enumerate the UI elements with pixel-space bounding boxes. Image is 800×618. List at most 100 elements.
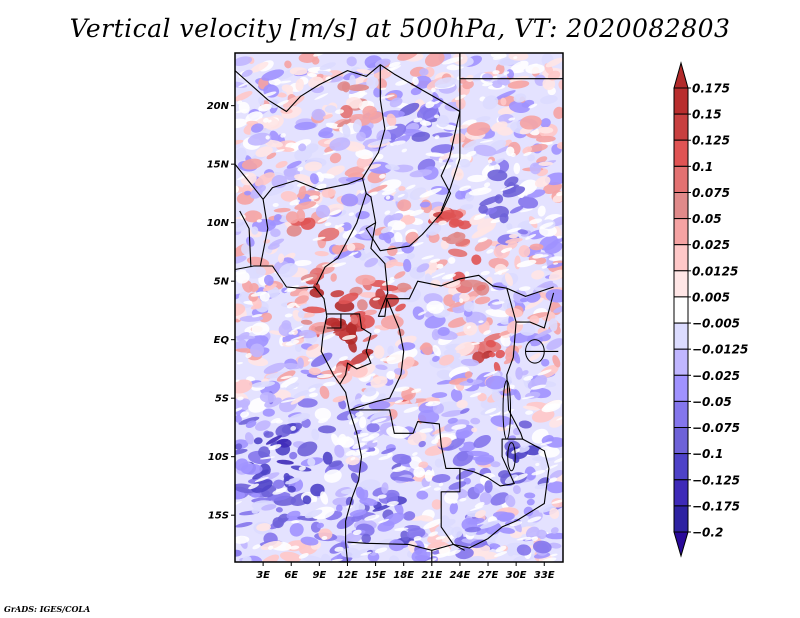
field-cell: [469, 506, 484, 512]
field-cell: [297, 398, 318, 408]
field-cell: [495, 545, 507, 553]
field-cell: [295, 78, 304, 91]
field-cell: [406, 184, 416, 190]
field-cell: [392, 466, 406, 473]
field-cell: [513, 473, 528, 481]
field-cell: [518, 420, 532, 429]
field-cell: [419, 120, 432, 126]
field-cell: [483, 332, 503, 342]
border-line: [326, 313, 342, 329]
field-cell: [312, 236, 326, 241]
field-cell: [346, 56, 357, 67]
y-tick-label: 5S: [215, 394, 229, 405]
field-cell: [335, 504, 343, 512]
field-cell: [381, 279, 395, 286]
field-cell: [504, 474, 519, 484]
field-cell: [346, 96, 363, 109]
field-cell: [475, 454, 495, 466]
field-cell: [379, 87, 387, 90]
field-cell: [549, 318, 558, 332]
field-cell: [545, 289, 563, 303]
field-cell: [348, 418, 359, 425]
field-cell: [378, 455, 391, 461]
field-cell: [277, 253, 285, 264]
field-cell: [447, 417, 458, 424]
field-cell: [321, 553, 332, 562]
border-line: [316, 193, 367, 285]
field-cell: [381, 189, 397, 196]
field-cell: [445, 232, 466, 245]
field-cell: [337, 118, 352, 128]
field-cell: [466, 325, 471, 329]
field-cell: [358, 416, 367, 429]
field-cell: [360, 551, 372, 556]
field-cell: [495, 349, 506, 359]
field-cell: [391, 463, 402, 470]
field-cell: [235, 91, 253, 102]
field-cell: [528, 103, 538, 109]
field-cell: [463, 301, 475, 312]
colorbar-segment: [673, 87, 689, 115]
grads-credit: GrADS: IGES/COLA: [4, 604, 91, 614]
field-cell: [297, 441, 318, 457]
colorbar-label: −0.05: [692, 395, 732, 409]
field-cell: [320, 173, 335, 179]
field-cell: [474, 502, 485, 508]
field-cell: [489, 476, 500, 485]
field-cell: [286, 510, 301, 520]
field-cell: [438, 158, 443, 163]
field-cell: [492, 70, 500, 75]
field-cell: [535, 462, 540, 467]
field-cell: [441, 410, 465, 417]
velocity-field: [235, 53, 563, 562]
field-cell: [235, 255, 247, 264]
field-cell: [507, 80, 530, 89]
field-cell: [286, 224, 302, 237]
field-cell: [473, 434, 491, 449]
field-cell: [532, 253, 544, 259]
field-cell: [394, 386, 410, 392]
field-cell: [541, 265, 548, 269]
field-cell: [286, 302, 296, 309]
field-cell: [315, 204, 331, 219]
field-cell: [252, 469, 269, 480]
field-cell: [385, 164, 400, 171]
field-cell: [388, 539, 405, 552]
field-cell: [412, 76, 419, 86]
field-cell: [503, 71, 510, 75]
field-cell: [468, 518, 485, 525]
field-cell: [500, 185, 515, 192]
field-cell: [465, 150, 477, 157]
x-tick-label: 12E: [337, 570, 358, 581]
field-cell: [316, 522, 324, 529]
field-cell: [376, 393, 386, 401]
field-cell: [425, 101, 435, 109]
field-cell: [359, 451, 375, 459]
field-cell: [382, 512, 405, 527]
field-cell: [237, 396, 244, 401]
field-cell: [294, 201, 317, 210]
field-cell: [283, 167, 297, 177]
field-cell: [506, 227, 522, 233]
field-cell: [436, 114, 450, 128]
field-cell: [510, 152, 516, 158]
field-cell: [388, 61, 401, 68]
border-line: [440, 111, 461, 212]
colorbar-segment: [673, 165, 689, 193]
field-cell: [449, 502, 458, 515]
field-cell: [331, 433, 340, 447]
field-cell: [493, 361, 501, 374]
field-cell: [242, 555, 252, 562]
field-cell: [273, 213, 282, 221]
field-cell: [285, 339, 300, 346]
field-cell: [366, 76, 379, 89]
field-cell: [538, 126, 554, 134]
colorbar-label: 0.005: [692, 290, 730, 304]
x-tick-label: 33E: [534, 570, 555, 581]
field-cell: [379, 173, 386, 179]
field-cell: [314, 93, 329, 100]
field-cell: [522, 405, 540, 411]
colorbar-segment: [673, 505, 689, 533]
field-cell: [508, 117, 516, 121]
